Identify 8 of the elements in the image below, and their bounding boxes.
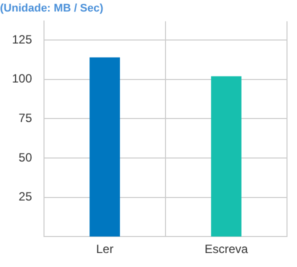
y-tick-label: 100: [12, 72, 32, 86]
y-tick-label: 75: [18, 110, 32, 125]
y-tick-label: 25: [18, 190, 32, 204]
chart-title: (Unidade: MB / Sec): [0, 2, 104, 15]
y-tick-label: 50: [18, 150, 32, 164]
x-tick-label: Ler: [96, 242, 114, 256]
y-tick-label: 125: [12, 32, 32, 46]
x-tick-label: Escreva: [204, 242, 248, 256]
